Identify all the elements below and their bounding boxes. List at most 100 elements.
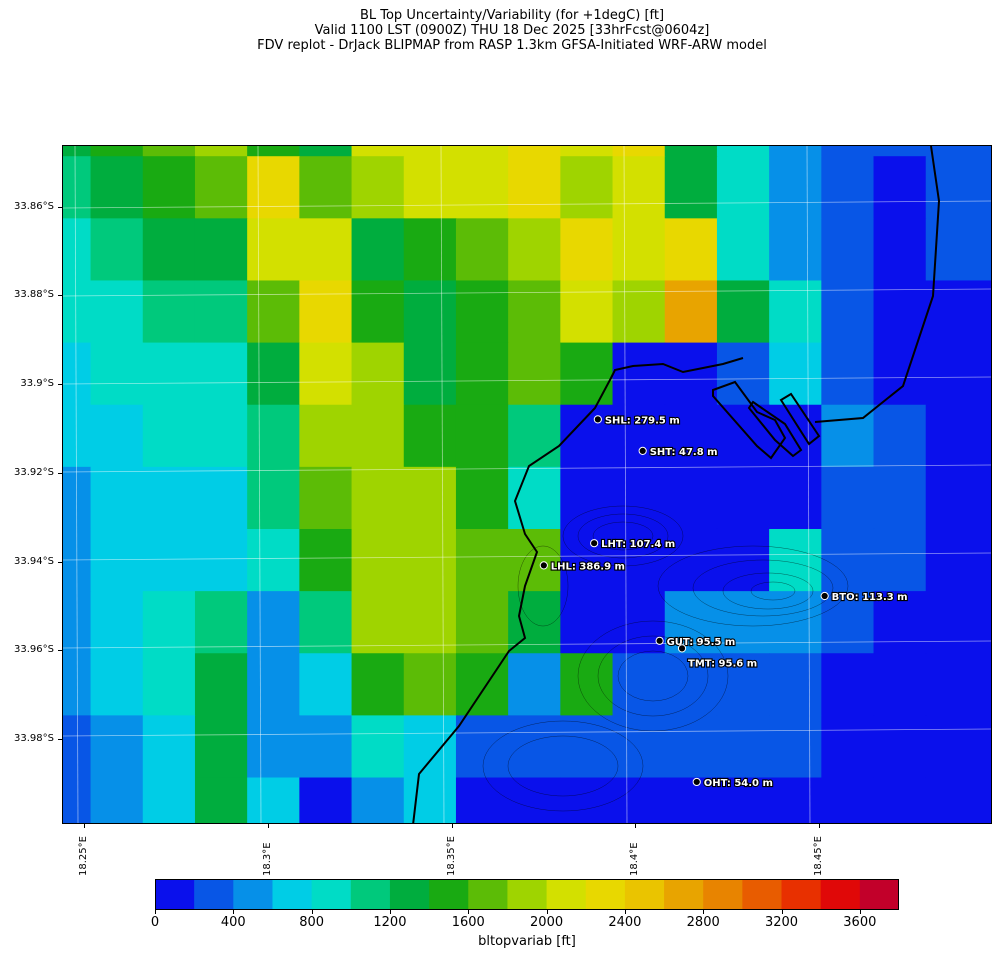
station-lht[interactable]: LHT: 107.4 m — [590, 538, 676, 551]
heatmap-cell — [769, 466, 822, 530]
coastline — [412, 146, 941, 823]
heatmap-cell — [351, 218, 405, 282]
heatmap-cell — [769, 280, 822, 344]
heatmap-cell — [403, 342, 457, 406]
heatmap-cell — [664, 280, 718, 344]
x-tick-label: 18.45°E — [813, 836, 825, 876]
heatmap-cell — [560, 156, 614, 219]
y-tick-label: 33.94°S — [14, 555, 54, 567]
heatmap-cell — [612, 218, 666, 282]
heatmap-cell — [560, 218, 614, 282]
colorbar-swatch — [389, 879, 430, 910]
heatmap-cell — [194, 280, 248, 344]
heatmap-cell — [63, 146, 92, 157]
heatmap-cell — [925, 156, 991, 219]
map-plot-area[interactable]: SHL: 279.5 m SHT: 47.8 m LHT: 107.4 m LHL: … — [62, 145, 992, 824]
heatmap-cell — [769, 591, 822, 654]
heatmap-cell — [560, 653, 614, 716]
heatmap-cell — [194, 146, 248, 157]
heatmap-cell — [560, 146, 614, 157]
heatmap-cell — [90, 653, 144, 716]
station-markers: SHL: 279.5 m SHT: 47.8 m LHT: 107.4 m LHL: … — [539, 414, 909, 790]
station-label: SHT: 47.8 m — [650, 447, 718, 458]
station-sht[interactable]: SHT: 47.8 m — [638, 446, 719, 459]
heatmap-cell — [716, 653, 770, 716]
heatmap-cell — [63, 404, 92, 468]
colorbar-tick-mark — [155, 910, 156, 914]
heatmap-cell — [351, 404, 405, 468]
y-tick-mark — [58, 472, 62, 474]
station-oht[interactable]: OHT: 54.0 m — [692, 777, 774, 790]
heatmap-cell — [664, 404, 718, 468]
heatmap-cell — [247, 342, 300, 406]
heatmap-cell — [925, 591, 991, 654]
colorbar-swatch — [507, 879, 548, 910]
chart-title: BL Top Uncertainty/Variability (for +1de… — [0, 8, 1001, 53]
heatmap-cell — [508, 218, 561, 282]
heatmap-cell — [925, 528, 991, 592]
map-svg: SHL: 279.5 m SHT: 47.8 m LHT: 107.4 m LHL: … — [63, 146, 991, 823]
colorbar-tick-label: 800 — [299, 915, 325, 930]
heatmap-cell — [508, 715, 561, 779]
heatmap-cell — [351, 342, 405, 406]
heatmap-cell — [508, 280, 561, 344]
heatmap-cell — [247, 777, 300, 823]
heatmap-cell — [142, 156, 196, 219]
y-tick-label: 33.96°S — [14, 644, 54, 656]
heatmap-cell — [612, 715, 666, 779]
contour-ring — [722, 572, 814, 610]
heatmap-cell — [455, 528, 509, 592]
station-label: OHT: 54.0 m — [704, 778, 773, 789]
heatmap-cell — [873, 404, 927, 468]
contour-ring — [692, 559, 834, 617]
heatmap-cell — [769, 404, 822, 468]
coastline-path — [412, 357, 744, 823]
contour-ring — [617, 650, 689, 702]
x-tick-label: 18.4°E — [629, 842, 641, 876]
station-shl[interactable]: SHL: 279.5 m — [593, 414, 681, 427]
station-label: LHT: 107.4 m — [601, 539, 675, 550]
station-gut[interactable]: GUT: 95.5 m — [655, 636, 736, 649]
heatmap-cell — [299, 342, 353, 406]
heatmap-cell — [925, 777, 991, 823]
heatmap-cell — [351, 146, 405, 157]
station-lhl[interactable]: LHL: 386.9 m — [539, 560, 626, 573]
station-bto[interactable]: BTO: 113.3 m — [820, 591, 909, 604]
heatmap-cell — [351, 715, 405, 779]
heatmap-cell — [299, 528, 353, 592]
heatmap-cell — [142, 777, 196, 823]
colorbar-swatch — [585, 879, 626, 910]
heatmap-cell — [925, 653, 991, 716]
graticule — [63, 146, 991, 823]
heatmap-cell — [299, 591, 353, 654]
station-tmt[interactable]: TMT: 95.6 m — [677, 644, 758, 670]
heatmap-cell — [560, 280, 614, 344]
heatmap-cell — [769, 653, 822, 716]
heatmap-cell — [403, 404, 457, 468]
title-line-1: BL Top Uncertainty/Variability (for +1de… — [359, 8, 665, 23]
heatmap-cell — [873, 156, 927, 219]
contour-ring — [507, 735, 619, 797]
heatmap-cell — [351, 591, 405, 654]
x-tick-mark — [635, 824, 637, 828]
graticule-lon-line — [257, 146, 262, 823]
heatmap-cell — [873, 280, 927, 344]
heatmap-cell — [247, 653, 300, 716]
heatmap-cell — [560, 715, 614, 779]
title-line-2: Valid 1100 LST (0900Z) THU 18 Dec 2025 [… — [314, 23, 710, 38]
contour-ring — [577, 513, 669, 559]
heatmap-cell — [508, 156, 561, 219]
contour-ring — [750, 581, 796, 601]
heatmap-cell — [716, 280, 770, 344]
heatmap-cell — [716, 342, 770, 406]
heatmap-cell — [403, 591, 457, 654]
heatmap-cell — [769, 146, 822, 157]
heatmap-cell — [664, 218, 718, 282]
heatmap-cell — [63, 777, 92, 823]
heatmap-cell — [716, 466, 770, 530]
heatmap-cell — [351, 528, 405, 592]
heatmap-cell — [142, 404, 196, 468]
colorbar-swatch — [233, 879, 273, 910]
heatmap-cell — [716, 218, 770, 282]
breakwater — [779, 392, 821, 446]
